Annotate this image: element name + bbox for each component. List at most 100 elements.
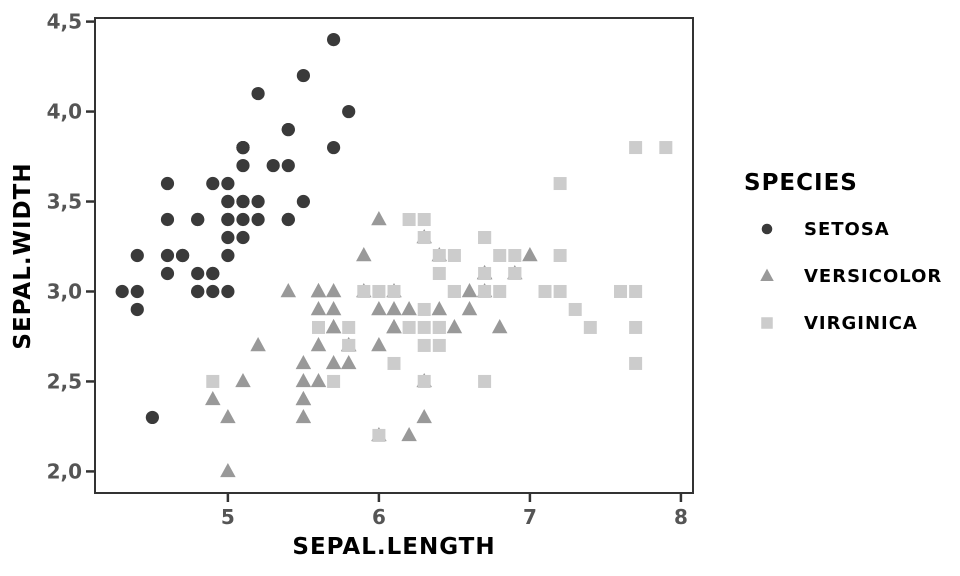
data-point-virginica bbox=[372, 428, 386, 442]
legend: SPECIES SETOSA VERSICOLOR VIRGINICA bbox=[744, 170, 942, 334]
data-point-setosa bbox=[130, 248, 144, 263]
data-point-virginica bbox=[372, 284, 386, 298]
data-point-virginica bbox=[432, 249, 446, 262]
data-point-virginica bbox=[629, 284, 643, 298]
data-point-virginica bbox=[432, 320, 446, 334]
data-point-virginica bbox=[417, 302, 431, 316]
data-point-setosa bbox=[236, 212, 250, 227]
legend-items: SETOSA VERSICOLOR VIRGINICA bbox=[760, 219, 942, 334]
data-point-virginica bbox=[493, 284, 507, 298]
data-point-versicolor bbox=[386, 301, 402, 316]
data-point-setosa bbox=[281, 122, 295, 137]
data-point-virginica bbox=[447, 284, 461, 298]
data-point-virginica bbox=[659, 141, 673, 155]
data-point-setosa bbox=[266, 158, 280, 173]
plot-panel-border bbox=[94, 17, 694, 494]
data-point-versicolor bbox=[220, 408, 236, 424]
data-point-virginica bbox=[432, 338, 446, 352]
data-point-setosa bbox=[160, 176, 175, 191]
data-point-virginica bbox=[387, 284, 401, 298]
data-point-virginica bbox=[206, 374, 220, 388]
legend-item-label: VERSICOLOR bbox=[804, 266, 942, 287]
legend-marker-square-icon bbox=[761, 317, 773, 329]
data-point-virginica bbox=[327, 374, 341, 388]
data-point-setosa bbox=[191, 212, 205, 227]
data-point-virginica bbox=[432, 266, 446, 280]
data-point-setosa bbox=[206, 284, 220, 299]
data-point-virginica bbox=[614, 284, 628, 298]
data-point-versicolor bbox=[446, 319, 463, 334]
data-point-versicolor bbox=[310, 301, 327, 316]
data-point-virginica bbox=[478, 284, 492, 298]
data-point-versicolor bbox=[295, 390, 312, 406]
data-point-versicolor bbox=[461, 283, 478, 298]
data-point-virginica bbox=[311, 320, 325, 334]
legend-marker-triangle-icon bbox=[760, 268, 774, 281]
data-point-virginica bbox=[553, 284, 567, 298]
data-point-virginica bbox=[447, 249, 461, 262]
data-point-virginica bbox=[402, 213, 416, 227]
data-point-virginica bbox=[417, 231, 431, 245]
data-point-setosa bbox=[175, 248, 190, 263]
data-point-virginica bbox=[629, 141, 643, 155]
data-point-versicolor bbox=[310, 283, 327, 298]
data-point-versicolor bbox=[371, 211, 387, 226]
data-point-versicolor bbox=[356, 247, 372, 262]
data-point-setosa bbox=[236, 140, 250, 155]
data-point-versicolor bbox=[250, 337, 266, 352]
data-point-versicolor bbox=[325, 354, 342, 370]
data-point-virginica bbox=[417, 320, 431, 334]
data-point-setosa bbox=[206, 266, 220, 281]
data-point-setosa bbox=[130, 284, 144, 299]
data-point-setosa bbox=[160, 266, 175, 281]
data-point-versicolor bbox=[416, 408, 432, 424]
data-point-setosa bbox=[251, 86, 265, 101]
data-point-setosa bbox=[236, 158, 250, 173]
data-point-virginica bbox=[553, 177, 567, 191]
y-tick-label: 3,5 bbox=[47, 190, 82, 214]
data-point-versicolor bbox=[371, 337, 387, 352]
data-point-versicolor bbox=[235, 372, 251, 388]
data-point-versicolor bbox=[220, 462, 236, 478]
data-point-setosa bbox=[160, 248, 175, 263]
legend-item-setosa: SETOSA bbox=[761, 219, 889, 240]
data-point-virginica bbox=[508, 249, 522, 262]
y-tick-label: 2,5 bbox=[47, 369, 82, 393]
data-point-virginica bbox=[478, 374, 492, 388]
data-point-setosa bbox=[296, 68, 310, 83]
x-tick-label: 6 bbox=[372, 505, 386, 529]
data-point-setosa bbox=[281, 158, 295, 173]
data-point-versicolor bbox=[386, 319, 402, 334]
data-point-setosa bbox=[236, 230, 250, 245]
data-point-versicolor bbox=[491, 319, 508, 334]
data-point-versicolor bbox=[325, 283, 342, 298]
data-point-setosa bbox=[221, 194, 235, 209]
data-point-setosa bbox=[130, 302, 144, 317]
data-point-setosa bbox=[326, 32, 341, 47]
data-point-virginica bbox=[417, 213, 431, 227]
data-point-setosa bbox=[326, 140, 341, 155]
y-axis: 2,0 2,5 3,0 3,5 4,0 4,5 bbox=[47, 10, 94, 483]
data-point-versicolor bbox=[295, 408, 312, 424]
data-point-versicolor bbox=[325, 301, 342, 316]
data-point-setosa bbox=[191, 266, 205, 281]
data-point-setosa bbox=[221, 176, 235, 191]
data-point-setosa bbox=[160, 212, 175, 227]
data-point-versicolor bbox=[371, 301, 387, 316]
data-point-versicolor bbox=[401, 301, 417, 316]
data-point-versicolor bbox=[310, 372, 327, 388]
data-point-setosa bbox=[236, 194, 250, 209]
data-point-virginica bbox=[478, 231, 492, 245]
data-point-setosa bbox=[206, 176, 220, 191]
data-point-virginica bbox=[387, 356, 401, 370]
y-tick-label: 2,0 bbox=[47, 459, 82, 483]
data-point-versicolor bbox=[325, 319, 342, 334]
data-point-versicolor bbox=[431, 301, 448, 316]
data-point-virginica bbox=[342, 320, 356, 334]
x-axis-title: SEPAL.LENGTH bbox=[292, 534, 495, 560]
y-tick-label: 4,0 bbox=[47, 100, 82, 124]
data-point-virginica bbox=[629, 356, 643, 370]
data-point-setosa bbox=[221, 248, 235, 263]
